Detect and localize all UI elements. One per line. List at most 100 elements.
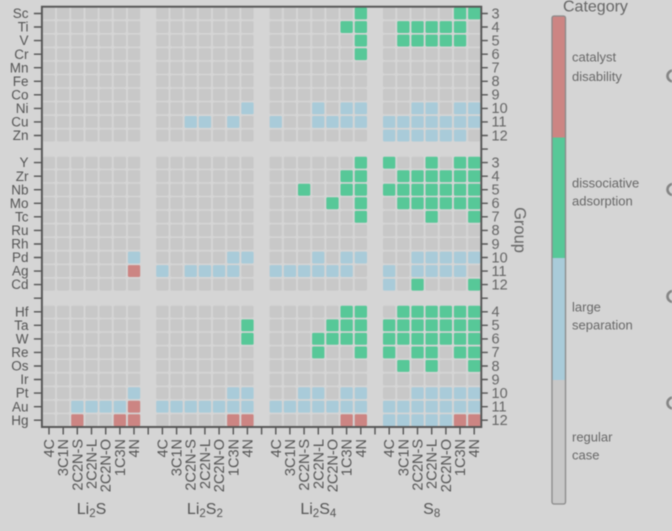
svg-text:2C2N-L: 2C2N-L	[425, 439, 441, 489]
svg-text:4C: 4C	[155, 439, 171, 458]
svg-text:11: 11	[492, 264, 507, 280]
svg-text:11: 11	[492, 400, 507, 416]
svg-text:Y: Y	[19, 155, 28, 170]
svg-text:Group: Group	[511, 207, 529, 253]
svg-text:Cu: Cu	[11, 115, 28, 130]
svg-text:12: 12	[492, 413, 508, 429]
svg-text:W: W	[16, 332, 29, 347]
svg-text:Pd: Pd	[12, 250, 29, 265]
svg-text:3: 3	[492, 6, 500, 22]
svg-text:7: 7	[492, 61, 500, 77]
svg-text:1C3N: 1C3N	[453, 439, 469, 476]
svg-text:5: 5	[492, 318, 500, 334]
svg-text:case: case	[572, 448, 599, 463]
svg-text:2C2N-L: 2C2N-L	[85, 439, 101, 489]
svg-text:2C2N-O: 2C2N-O	[99, 439, 115, 492]
svg-text:Ag: Ag	[12, 264, 29, 279]
svg-text:8: 8	[492, 223, 500, 239]
svg-text:Nb: Nb	[11, 182, 28, 197]
svg-text:7: 7	[492, 345, 500, 361]
svg-text:4: 4	[492, 20, 500, 36]
svg-text:7: 7	[492, 210, 500, 226]
svg-text:12: 12	[492, 277, 508, 293]
svg-text:Co: Co	[11, 87, 28, 102]
svg-text:2C2N-L: 2C2N-L	[198, 439, 214, 489]
svg-text:2C2N-S: 2C2N-S	[184, 439, 200, 491]
svg-text:2C2N-O: 2C2N-O	[212, 439, 228, 492]
svg-text:1C3N: 1C3N	[226, 439, 242, 476]
svg-text:Li2​S: Li2​S	[77, 501, 107, 520]
svg-text:6: 6	[492, 196, 500, 212]
svg-text:1C3N: 1C3N	[113, 439, 129, 476]
svg-text:3C1N: 3C1N	[170, 439, 186, 476]
svg-text:8: 8	[492, 74, 500, 90]
svg-text:3: 3	[492, 155, 500, 171]
svg-text:Pt: Pt	[16, 386, 29, 401]
svg-text:disability: disability	[572, 69, 622, 84]
svg-text:Ti: Ti	[18, 20, 29, 35]
svg-text:5: 5	[492, 33, 500, 49]
svg-text:Tc: Tc	[15, 209, 29, 224]
svg-text:3C1N: 3C1N	[396, 439, 412, 476]
svg-text:10: 10	[492, 250, 508, 266]
svg-text:4C: 4C	[42, 439, 58, 458]
svg-text:regular: regular	[572, 430, 613, 445]
svg-text:5: 5	[492, 183, 500, 199]
svg-text:Li2​S4​: Li2​S4​	[300, 501, 337, 520]
svg-text:2C2N-S: 2C2N-S	[297, 439, 313, 491]
svg-text:3C1N: 3C1N	[283, 439, 299, 476]
svg-text:Category: Category	[563, 0, 628, 16]
svg-text:4C: 4C	[269, 439, 285, 458]
svg-text:4: 4	[492, 169, 500, 185]
svg-text:3C1N: 3C1N	[56, 439, 72, 476]
svg-text:Zn: Zn	[13, 128, 29, 143]
svg-text:Ta: Ta	[14, 318, 29, 333]
svg-text:11: 11	[492, 115, 507, 131]
svg-text:Cr: Cr	[14, 47, 29, 62]
svg-text:2C2N-O: 2C2N-O	[326, 439, 342, 492]
svg-text:1C3N: 1C3N	[340, 439, 356, 476]
svg-text:Ni: Ni	[16, 101, 29, 116]
svg-text:4N: 4N	[467, 439, 483, 458]
svg-text:Hf: Hf	[15, 304, 29, 319]
svg-text:Zr: Zr	[16, 169, 29, 184]
svg-text:dissociative: dissociative	[572, 176, 639, 191]
svg-text:2C2N-S: 2C2N-S	[70, 439, 86, 491]
svg-text:4C: 4C	[382, 439, 398, 458]
svg-text:Ru: Ru	[11, 223, 28, 238]
svg-text:V: V	[19, 33, 28, 48]
svg-text:2C2N-L: 2C2N-L	[311, 439, 327, 489]
svg-text:4N: 4N	[354, 439, 370, 458]
svg-text:9: 9	[492, 237, 500, 253]
svg-text:catalyst: catalyst	[572, 50, 616, 65]
svg-text:4: 4	[492, 305, 500, 321]
svg-text:2C2N-O: 2C2N-O	[439, 439, 455, 492]
svg-text:separation: separation	[572, 318, 633, 333]
svg-text:4N: 4N	[240, 439, 256, 458]
svg-text:Re: Re	[11, 345, 28, 360]
svg-text:Mn: Mn	[10, 60, 29, 75]
svg-text:10: 10	[492, 101, 508, 117]
svg-text:S8​: S8​	[423, 501, 440, 520]
svg-text:Os: Os	[11, 359, 29, 374]
svg-text:8: 8	[492, 359, 500, 375]
svg-text:Rh: Rh	[11, 237, 28, 252]
svg-text:adsorption: adsorption	[572, 194, 633, 209]
svg-text:10: 10	[492, 386, 508, 402]
svg-text:Fe: Fe	[13, 74, 29, 89]
svg-text:4N: 4N	[127, 439, 143, 458]
svg-text:9: 9	[492, 372, 500, 388]
svg-text:Mo: Mo	[10, 196, 29, 211]
svg-text:6: 6	[492, 332, 500, 348]
svg-text:Hg: Hg	[11, 413, 28, 428]
svg-text:9: 9	[492, 88, 500, 104]
svg-text:2C2N-S: 2C2N-S	[411, 439, 427, 491]
svg-text:12: 12	[492, 128, 508, 144]
svg-text:large: large	[572, 300, 601, 315]
svg-text:Au: Au	[12, 399, 29, 414]
svg-text:Ir: Ir	[20, 372, 29, 387]
svg-text:Cd: Cd	[11, 277, 28, 292]
svg-text:Li2​S2​: Li2​S2​	[187, 501, 223, 520]
svg-text:Sc: Sc	[13, 6, 29, 21]
svg-text:6: 6	[492, 47, 500, 63]
